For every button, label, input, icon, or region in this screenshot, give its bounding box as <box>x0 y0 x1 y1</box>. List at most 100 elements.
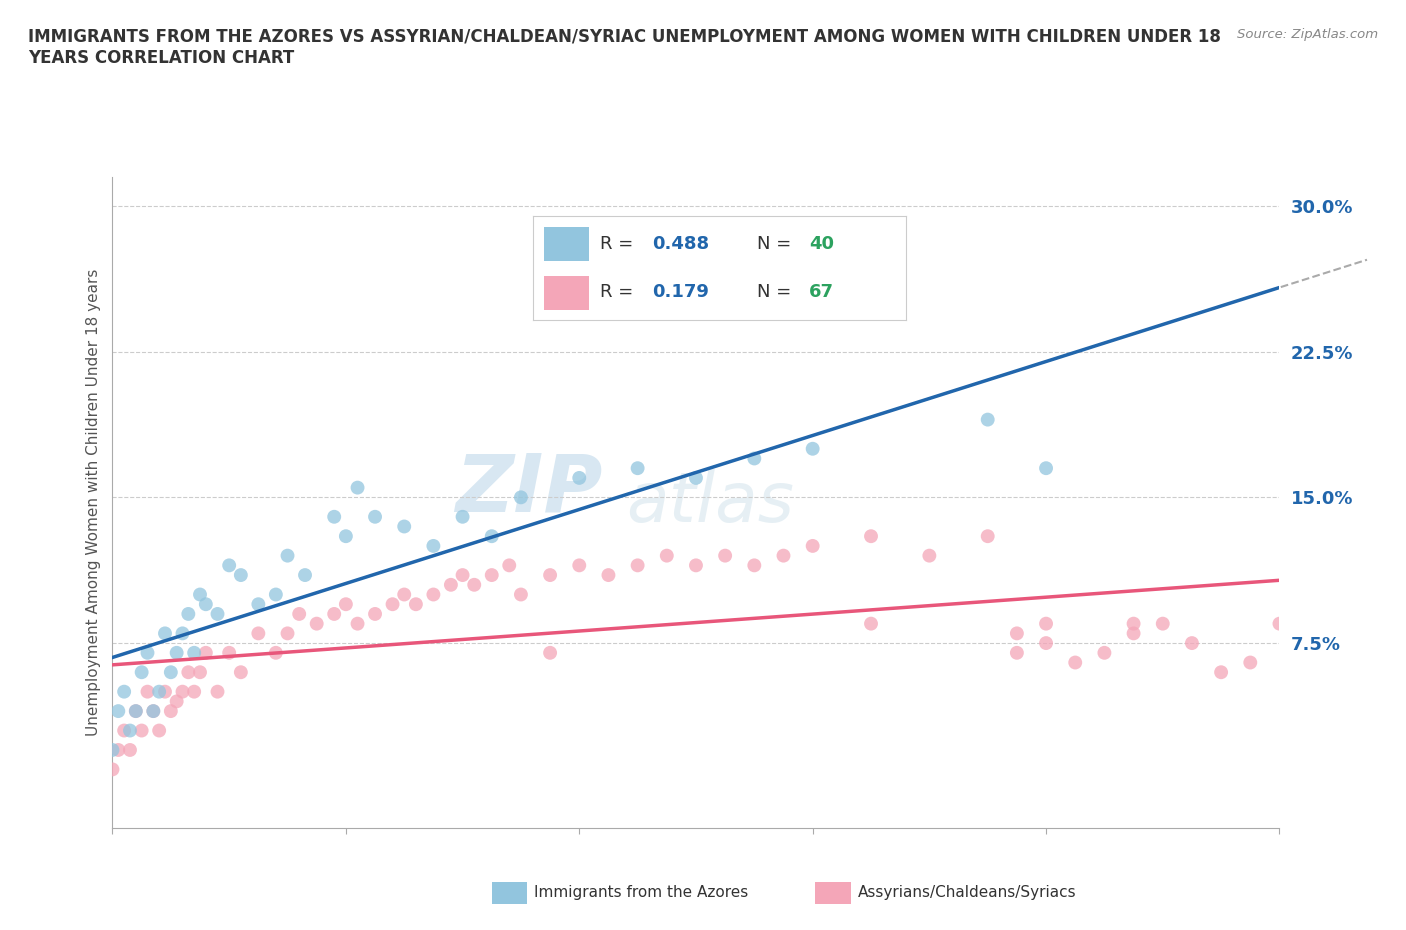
Point <box>859 617 883 631</box>
Point <box>1035 635 1057 650</box>
Point <box>626 558 648 573</box>
Point <box>1005 645 1028 660</box>
Point <box>101 742 124 757</box>
Point <box>218 558 240 573</box>
Point <box>422 587 444 602</box>
Point <box>498 558 520 573</box>
Point <box>346 617 368 631</box>
Point <box>568 471 591 485</box>
Point <box>440 578 463 592</box>
Text: Source: ZipAtlas.com: Source: ZipAtlas.com <box>1237 28 1378 41</box>
Point <box>1209 665 1232 680</box>
Point <box>1181 635 1204 650</box>
Point <box>107 704 129 719</box>
Point <box>801 538 824 553</box>
Point <box>118 742 141 757</box>
Y-axis label: Unemployment Among Women with Children Under 18 years: Unemployment Among Women with Children U… <box>86 269 101 736</box>
Point <box>194 645 217 660</box>
Point <box>801 442 824 457</box>
Text: IMMIGRANTS FROM THE AZORES VS ASSYRIAN/CHALDEAN/SYRIAC UNEMPLOYMENT AMONG WOMEN : IMMIGRANTS FROM THE AZORES VS ASSYRIAN/C… <box>28 28 1220 67</box>
Point <box>107 742 129 757</box>
Point <box>229 665 252 680</box>
Point <box>323 606 346 621</box>
Point <box>276 626 298 641</box>
Text: ZIP: ZIP <box>456 450 603 528</box>
Point <box>1152 617 1174 631</box>
Text: Immigrants from the Azores: Immigrants from the Azores <box>534 885 748 900</box>
Point <box>392 519 416 534</box>
Point <box>381 597 404 612</box>
Point <box>1268 617 1291 631</box>
Point <box>166 645 188 660</box>
Point <box>131 665 153 680</box>
Point <box>183 684 205 699</box>
Point <box>335 529 357 544</box>
Point <box>247 626 270 641</box>
Point <box>136 684 159 699</box>
Point <box>264 587 287 602</box>
Point <box>772 548 794 563</box>
Point <box>685 471 707 485</box>
Point <box>451 567 474 582</box>
Point <box>323 510 346 525</box>
Point <box>172 684 194 699</box>
Point <box>392 587 416 602</box>
Point <box>714 548 737 563</box>
Point <box>568 558 591 573</box>
Point <box>188 665 211 680</box>
Point <box>1005 626 1028 641</box>
Point <box>1122 617 1144 631</box>
Point <box>405 597 427 612</box>
Point <box>153 626 176 641</box>
Point <box>276 548 298 563</box>
Point <box>538 645 561 660</box>
Point <box>166 694 188 709</box>
Point <box>177 665 200 680</box>
Point <box>194 597 217 612</box>
Point <box>538 567 561 582</box>
Point <box>1239 655 1261 670</box>
Point <box>112 684 135 699</box>
Point <box>335 597 357 612</box>
Point <box>112 724 135 738</box>
Text: Assyrians/Chaldeans/Syriacs: Assyrians/Chaldeans/Syriacs <box>858 885 1076 900</box>
Point <box>509 587 531 602</box>
Point <box>685 558 707 573</box>
Point <box>101 762 124 777</box>
Point <box>177 606 200 621</box>
Point <box>305 617 328 631</box>
Point <box>247 597 270 612</box>
Point <box>422 538 444 553</box>
Point <box>509 490 531 505</box>
Point <box>183 645 205 660</box>
Point <box>118 724 141 738</box>
Point <box>481 529 503 544</box>
Point <box>153 684 176 699</box>
Point <box>976 412 998 427</box>
Point <box>742 558 765 573</box>
Point <box>976 529 998 544</box>
Point <box>207 684 229 699</box>
Point <box>1092 645 1115 660</box>
Point <box>142 704 165 719</box>
Point <box>188 587 211 602</box>
Point <box>294 567 316 582</box>
Point <box>364 510 387 525</box>
Point <box>598 567 620 582</box>
Point <box>859 529 883 544</box>
Point <box>742 451 765 466</box>
Point <box>451 510 474 525</box>
Point <box>207 606 229 621</box>
Point <box>463 578 485 592</box>
Point <box>364 606 387 621</box>
Point <box>131 724 153 738</box>
Point <box>172 626 194 641</box>
Point <box>160 665 183 680</box>
Point <box>655 548 678 563</box>
Point <box>125 704 148 719</box>
Point <box>346 480 368 495</box>
Point <box>125 704 148 719</box>
Point <box>626 460 648 475</box>
Point <box>288 606 311 621</box>
Point <box>481 567 503 582</box>
